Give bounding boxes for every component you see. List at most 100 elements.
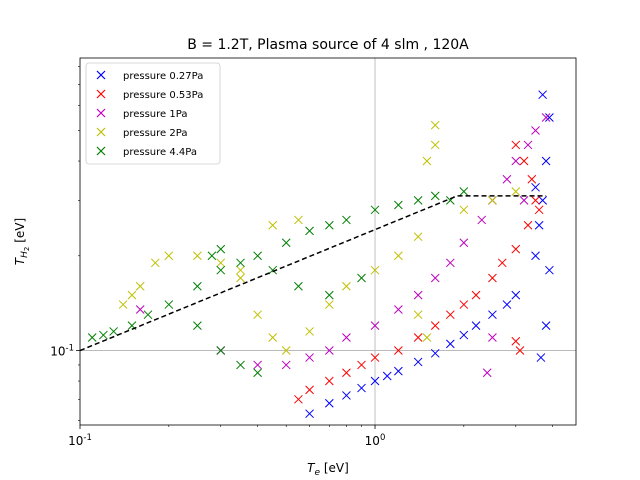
data-point	[135, 281, 145, 291]
data-point	[268, 333, 278, 342]
data-point	[281, 346, 291, 355]
legend-label: pressure 0.53Pa	[123, 90, 203, 101]
data-point	[413, 357, 423, 367]
data-point	[193, 251, 202, 261]
data-point	[324, 376, 334, 386]
legend-box	[85, 62, 221, 165]
data-point	[236, 265, 245, 275]
data-point	[531, 182, 540, 192]
x-tick-label: 100	[365, 433, 386, 448]
data-point	[445, 258, 455, 268]
data-point	[305, 409, 314, 419]
data-point	[471, 290, 481, 300]
x-axis-label: Te [eV]	[307, 461, 349, 478]
data-point	[370, 353, 380, 362]
data-point	[193, 281, 202, 291]
data-point	[324, 220, 334, 230]
data-point	[527, 174, 537, 184]
data-point	[87, 333, 97, 342]
data-point	[459, 300, 469, 309]
data-point	[430, 120, 440, 130]
axes-frame	[79, 57, 577, 426]
data-point	[541, 156, 551, 166]
data-point	[515, 346, 525, 355]
data-point	[511, 336, 521, 346]
data-point	[193, 321, 202, 330]
data-point	[207, 251, 217, 261]
series-1	[294, 140, 544, 404]
data-point	[445, 310, 455, 320]
data-point	[294, 215, 303, 225]
legend-label: pressure 1Pa	[123, 109, 187, 120]
data-point	[342, 368, 351, 378]
data-point	[164, 251, 174, 261]
data-point	[143, 310, 153, 320]
data-point	[459, 187, 469, 196]
legend-label: pressure 2Pa	[123, 128, 187, 139]
data-point	[253, 310, 262, 320]
data-point	[413, 232, 423, 242]
data-point	[294, 394, 303, 404]
data-point	[413, 290, 423, 300]
plot-area	[80, 58, 576, 425]
data-point	[502, 174, 512, 184]
data-point	[253, 360, 262, 370]
data-point	[471, 321, 481, 330]
data-point	[370, 265, 380, 275]
data-point	[488, 273, 497, 283]
data-point	[253, 368, 262, 378]
data-point	[127, 290, 137, 300]
data-point	[430, 191, 440, 201]
data-point	[305, 226, 314, 236]
data-point	[545, 113, 554, 122]
data-point	[324, 398, 334, 408]
legend-marker	[96, 89, 106, 99]
data-point	[135, 305, 145, 314]
data-point	[268, 265, 278, 275]
data-point	[394, 305, 403, 314]
data-point	[531, 196, 540, 205]
series-4	[87, 187, 469, 378]
data-point	[382, 371, 392, 381]
data-point	[342, 391, 351, 400]
data-point	[541, 321, 551, 330]
data-point	[324, 290, 334, 300]
data-point	[523, 140, 533, 150]
data-point	[482, 368, 492, 378]
data-point	[488, 196, 497, 205]
axes: 10-1 100 10-1 Te [eV] TH2 [eV]	[13, 57, 577, 478]
legend-label: pressure 0.27Pa	[123, 71, 203, 82]
data-point	[519, 196, 529, 205]
data-point	[294, 281, 303, 291]
data-point	[477, 215, 487, 225]
data-point	[430, 140, 440, 150]
data-point	[534, 220, 544, 230]
data-point	[236, 273, 245, 283]
data-point	[370, 205, 380, 215]
data-point	[534, 205, 544, 215]
y-tick-label: 10-1	[50, 344, 74, 359]
data-point	[511, 187, 521, 196]
data-point	[216, 346, 226, 355]
data-point	[422, 333, 432, 342]
data-point	[459, 205, 469, 215]
data-point	[216, 265, 226, 275]
data-point	[236, 258, 245, 268]
data-point	[394, 366, 403, 376]
data-point	[342, 215, 351, 225]
data-point	[305, 385, 314, 395]
data-point	[545, 265, 554, 275]
data-point	[342, 333, 351, 342]
data-point	[531, 251, 540, 261]
data-point	[511, 244, 521, 254]
data-point	[305, 327, 314, 336]
series-0	[305, 90, 554, 419]
data-point	[413, 333, 423, 342]
data-point	[430, 321, 440, 330]
legend: pressure 0.27Pa pressure 0.53Pa pressure 1…	[85, 62, 221, 165]
data-point	[502, 300, 512, 309]
data-point	[324, 346, 334, 355]
data-point	[394, 200, 403, 210]
data-point	[370, 321, 380, 330]
